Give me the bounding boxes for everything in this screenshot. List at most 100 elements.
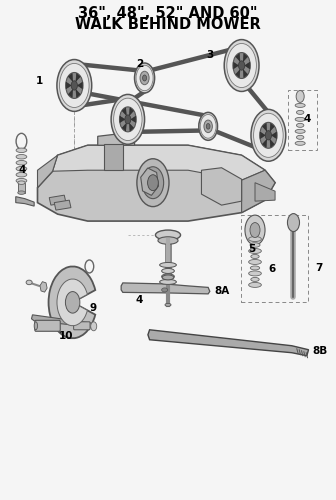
Polygon shape [52, 146, 265, 180]
Polygon shape [77, 82, 82, 88]
Ellipse shape [160, 280, 176, 284]
Ellipse shape [249, 248, 261, 254]
Circle shape [200, 114, 216, 138]
Ellipse shape [250, 266, 260, 270]
Ellipse shape [295, 130, 305, 134]
Text: 6: 6 [268, 264, 276, 274]
Polygon shape [270, 124, 274, 132]
Polygon shape [236, 70, 240, 78]
Ellipse shape [251, 254, 259, 258]
Circle shape [224, 40, 259, 92]
Circle shape [296, 90, 304, 102]
Ellipse shape [16, 178, 27, 183]
Ellipse shape [16, 160, 27, 165]
Ellipse shape [295, 118, 305, 122]
Ellipse shape [296, 136, 304, 140]
Polygon shape [243, 54, 248, 62]
Ellipse shape [162, 288, 168, 292]
Circle shape [265, 130, 271, 140]
Ellipse shape [26, 280, 32, 284]
Wedge shape [48, 266, 95, 338]
Circle shape [66, 72, 83, 99]
Circle shape [206, 124, 210, 129]
Polygon shape [260, 132, 265, 138]
Ellipse shape [16, 166, 27, 171]
Ellipse shape [18, 181, 25, 184]
Circle shape [250, 222, 260, 238]
Text: 8A: 8A [214, 286, 229, 296]
Polygon shape [69, 74, 73, 82]
Polygon shape [104, 144, 123, 170]
Polygon shape [49, 195, 66, 205]
Polygon shape [262, 140, 267, 147]
Polygon shape [148, 330, 308, 355]
Polygon shape [202, 168, 242, 205]
Circle shape [245, 215, 265, 245]
Polygon shape [122, 124, 126, 131]
Text: 10: 10 [59, 331, 73, 341]
Ellipse shape [249, 260, 261, 264]
Text: 2: 2 [136, 58, 143, 68]
Polygon shape [54, 200, 71, 210]
FancyBboxPatch shape [35, 320, 60, 332]
Polygon shape [129, 108, 133, 116]
Polygon shape [32, 315, 94, 328]
Ellipse shape [249, 282, 261, 288]
Ellipse shape [295, 142, 305, 146]
Circle shape [142, 75, 146, 81]
Bar [288, 90, 317, 150]
Polygon shape [16, 196, 34, 206]
Circle shape [260, 122, 277, 148]
Circle shape [233, 52, 250, 78]
Circle shape [57, 60, 92, 112]
Text: 8B: 8B [312, 346, 328, 356]
Polygon shape [236, 54, 240, 62]
Text: 4: 4 [303, 114, 310, 124]
Ellipse shape [160, 262, 176, 268]
Wedge shape [57, 279, 87, 326]
Text: WALK BEHIND MOWER: WALK BEHIND MOWER [75, 16, 261, 32]
Circle shape [288, 214, 299, 232]
Ellipse shape [165, 304, 171, 306]
Ellipse shape [158, 237, 178, 244]
Circle shape [204, 120, 212, 132]
Circle shape [251, 110, 286, 161]
Text: 36", 48", 52" AND 60": 36", 48", 52" AND 60" [78, 6, 258, 20]
Polygon shape [262, 124, 267, 132]
Polygon shape [120, 116, 125, 122]
Polygon shape [271, 132, 277, 138]
Ellipse shape [16, 154, 27, 159]
Ellipse shape [296, 124, 304, 128]
Circle shape [91, 322, 97, 331]
Polygon shape [129, 124, 133, 131]
Polygon shape [76, 90, 80, 98]
Polygon shape [270, 140, 274, 147]
Circle shape [111, 94, 144, 144]
Ellipse shape [162, 275, 174, 280]
Circle shape [66, 292, 80, 313]
Text: 4: 4 [136, 295, 143, 305]
Polygon shape [121, 283, 210, 294]
Text: 9: 9 [89, 303, 96, 313]
Text: 3: 3 [206, 50, 213, 59]
Circle shape [140, 71, 149, 85]
Circle shape [120, 107, 136, 132]
Polygon shape [234, 62, 239, 68]
Polygon shape [122, 108, 126, 116]
Circle shape [136, 66, 153, 90]
Circle shape [59, 64, 89, 108]
Polygon shape [245, 62, 250, 68]
Circle shape [125, 115, 131, 124]
Ellipse shape [250, 243, 260, 248]
Polygon shape [76, 74, 80, 82]
Ellipse shape [162, 268, 174, 274]
Ellipse shape [34, 322, 38, 330]
Circle shape [114, 98, 142, 140]
Polygon shape [98, 134, 134, 145]
Circle shape [137, 159, 169, 206]
Ellipse shape [162, 274, 174, 279]
Polygon shape [66, 82, 71, 88]
Circle shape [142, 166, 164, 198]
Bar [241, 215, 308, 302]
Polygon shape [69, 90, 73, 98]
